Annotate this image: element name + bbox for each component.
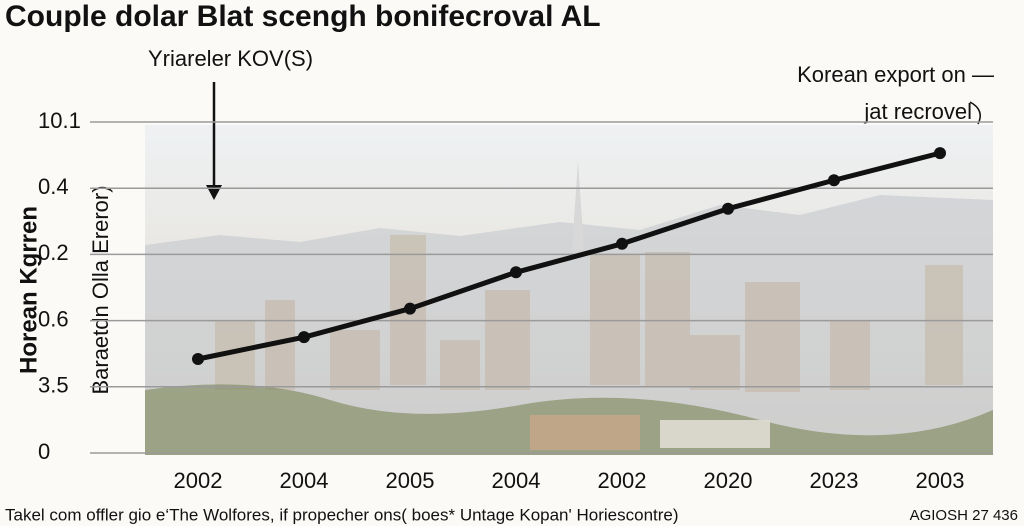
data-point	[510, 266, 522, 279]
footer: AGIOSH 27 436	[910, 507, 1018, 524]
x-tick-label: 2005	[386, 468, 435, 493]
chart-title: Couple dolar Blat scengh bonifecroval AL	[5, 0, 601, 33]
y-tick-label: 0.4	[38, 174, 69, 199]
footer: Takel com offler gio e‘The Wolfores, if …	[5, 505, 679, 524]
y-tick-label: 3.5	[38, 373, 69, 398]
annotation: jat recrovel	[863, 99, 972, 124]
data-point	[298, 331, 310, 344]
background-photo	[145, 125, 993, 455]
y-axis-title: Horean Kgrren	[15, 206, 42, 374]
data-point	[934, 147, 946, 160]
x-tick-label: 2004	[280, 468, 329, 493]
data-point	[192, 352, 204, 365]
y-tick-label: 0.2	[38, 240, 69, 265]
y-axis-title: Baraetdn Olla Ereror)	[88, 185, 113, 394]
y-tick-label: 0	[38, 439, 50, 464]
data-line	[197, 150, 941, 362]
data-point	[404, 302, 416, 315]
y-tick-label: 10.1	[38, 108, 81, 133]
annotation: Yriareler KOV(S)	[148, 46, 313, 71]
data-point	[828, 174, 840, 187]
y-tick-label: 0.6	[38, 306, 69, 331]
x-tick-label: 2004	[492, 468, 541, 493]
x-tick-label: 2002	[598, 468, 647, 493]
x-tick-label: 2003	[916, 468, 965, 493]
data-point	[616, 237, 628, 250]
x-tick-label: 2023	[810, 468, 859, 493]
x-tick-label: 2020	[704, 468, 753, 493]
data-point	[722, 202, 734, 215]
x-tick-label: 2002	[174, 468, 223, 493]
annotation: Korean export on —	[797, 62, 994, 87]
